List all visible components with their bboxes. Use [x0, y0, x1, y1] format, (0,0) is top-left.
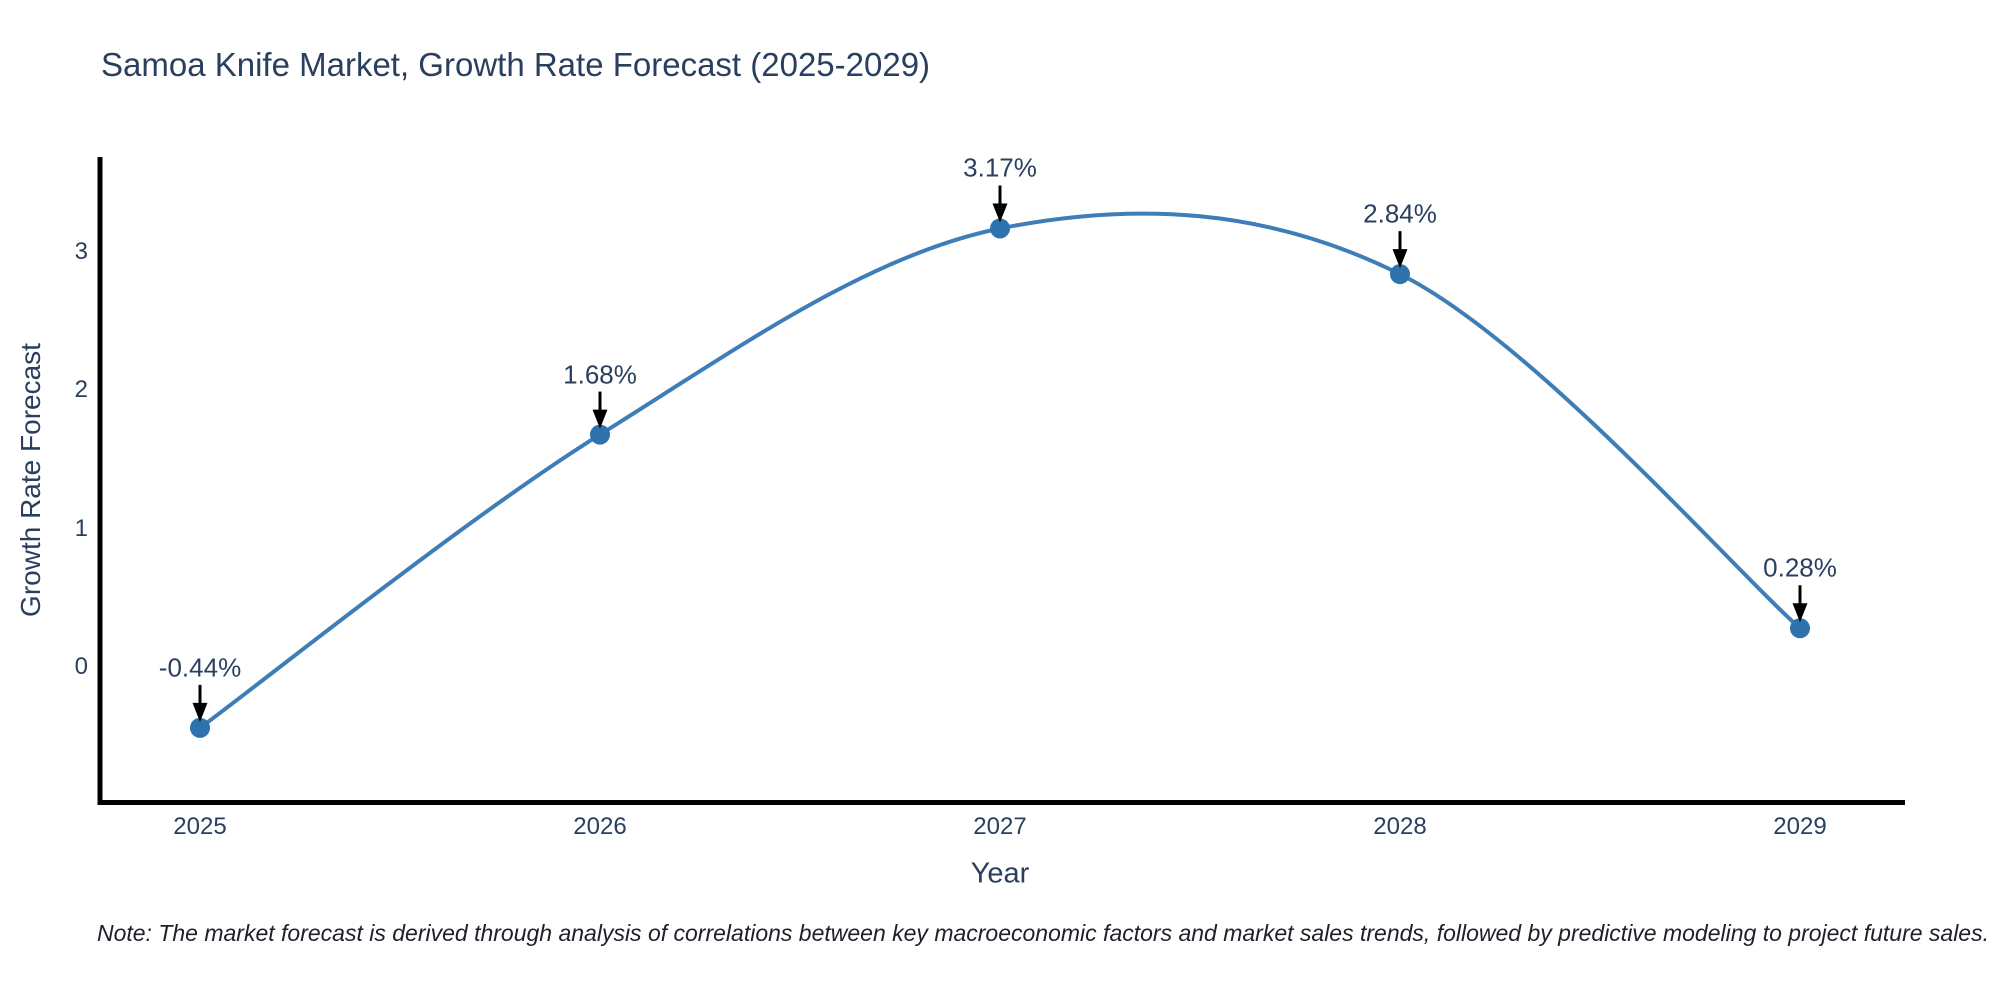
- point-annotation-2025: -0.44%: [158, 652, 242, 683]
- annotation-arrowhead: [1392, 249, 1408, 269]
- point-annotation-2026: 1.68%: [563, 359, 637, 390]
- data-point-2026[interactable]: [590, 424, 610, 445]
- x-tick-label-2027: 2027: [973, 813, 1027, 840]
- x-tick-label-2028: 2028: [1373, 813, 1427, 840]
- annotation-arrowhead: [1792, 603, 1808, 623]
- y-tick-label-2: 2: [74, 376, 88, 404]
- data-point-2028[interactable]: [1390, 264, 1410, 285]
- x-tick-label-2026: 2026: [573, 813, 627, 840]
- point-annotation-2027: 3.17%: [963, 152, 1037, 183]
- x-tick-label-2025: 2025: [173, 813, 227, 840]
- y-tick-label-1: 1: [74, 514, 88, 542]
- annotation-arrowhead: [992, 203, 1008, 223]
- point-annotation-2028: 2.84%: [1363, 198, 1437, 229]
- chart-title: Samoa Knife Market, Growth Rate Forecast…: [101, 46, 931, 83]
- data-point-2025[interactable]: [190, 717, 210, 738]
- x-axis-title: Year: [970, 857, 1030, 890]
- y-tick-label-3: 3: [74, 238, 88, 265]
- data-point-2027[interactable]: [990, 218, 1010, 239]
- annotation-arrowhead: [592, 409, 608, 429]
- y-tick-label-0: 0: [74, 653, 88, 680]
- annotation-arrowhead: [192, 702, 208, 722]
- x-tick-label-2029: 2029: [1773, 813, 1827, 840]
- methodology-note: Note: The market forecast is derived thr…: [96, 920, 1989, 946]
- forecast-line: [198, 211, 1802, 730]
- data-point-2029[interactable]: [1790, 618, 1810, 639]
- point-annotation-2029: 0.28%: [1763, 552, 1837, 583]
